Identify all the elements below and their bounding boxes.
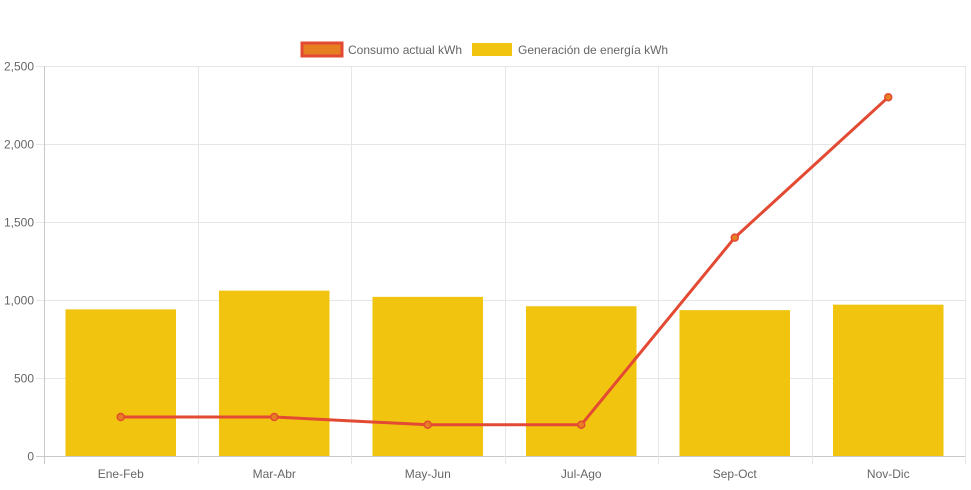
x-tick-label: Ene-Feb [98,467,144,481]
y-tick-label: 1,000 [4,294,34,308]
x-tick-label: Nov-Dic [867,467,910,481]
legend-label-generacion[interactable]: Generación de energía kWh [518,43,668,57]
legend: Consumo actual kWh Generación de energía… [300,41,668,58]
line-consumo [119,95,890,427]
bar-generacion[interactable] [65,309,177,456]
grid-lines [36,66,966,464]
bar-series [65,290,944,456]
point-consumo[interactable] [116,412,125,422]
legend-label-consumo[interactable]: Consumo actual kWh [348,43,462,57]
y-axis-ticks: 0 500 1,000 1,500 2,000 2,500 [4,60,34,464]
point-consumo[interactable] [730,233,739,242]
bar-generacion[interactable] [832,304,944,456]
point-consumo[interactable] [270,412,279,422]
legend-swatch-consumo[interactable] [300,41,344,58]
bar-generacion[interactable] [218,290,330,456]
y-tick-label: 500 [14,372,34,386]
point-consumo[interactable] [423,420,432,430]
x-tick-label: Sep-Oct [713,467,758,481]
bar-generacion[interactable] [525,306,637,456]
y-tick-label: 0 [27,450,34,464]
y-tick-label: 2,000 [4,138,34,152]
legend-swatch-generacion[interactable] [472,43,512,56]
x-tick-label: Mar-Abr [253,467,296,481]
bar-generacion[interactable] [372,296,484,456]
point-consumo[interactable] [884,92,893,102]
x-tick-label: Jul-Ago [561,467,602,481]
x-axis-ticks: Ene-Feb Mar-Abr May-Jun Jul-Ago Sep-Oct Nov-D… [98,467,910,481]
y-tick-label: 2,500 [4,60,34,74]
bar-generacion[interactable] [679,310,791,456]
x-tick-label: May-Jun [405,467,451,481]
point-consumo[interactable] [577,420,586,430]
line-series [116,92,893,430]
y-tick-label: 1,500 [4,216,34,230]
